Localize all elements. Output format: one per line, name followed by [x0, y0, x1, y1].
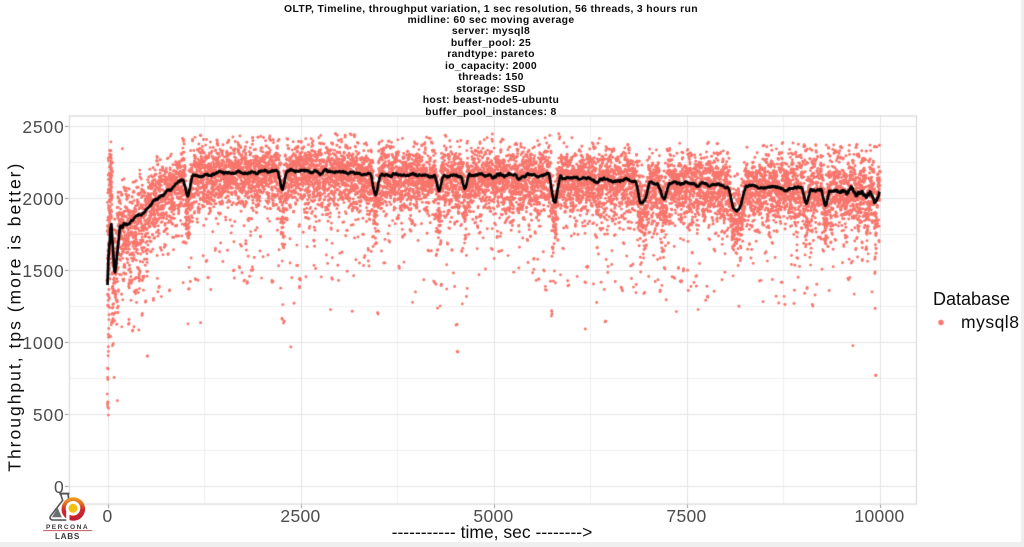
svg-text:LABS: LABS — [55, 532, 80, 541]
svg-text:PERCONA: PERCONA — [46, 524, 89, 531]
